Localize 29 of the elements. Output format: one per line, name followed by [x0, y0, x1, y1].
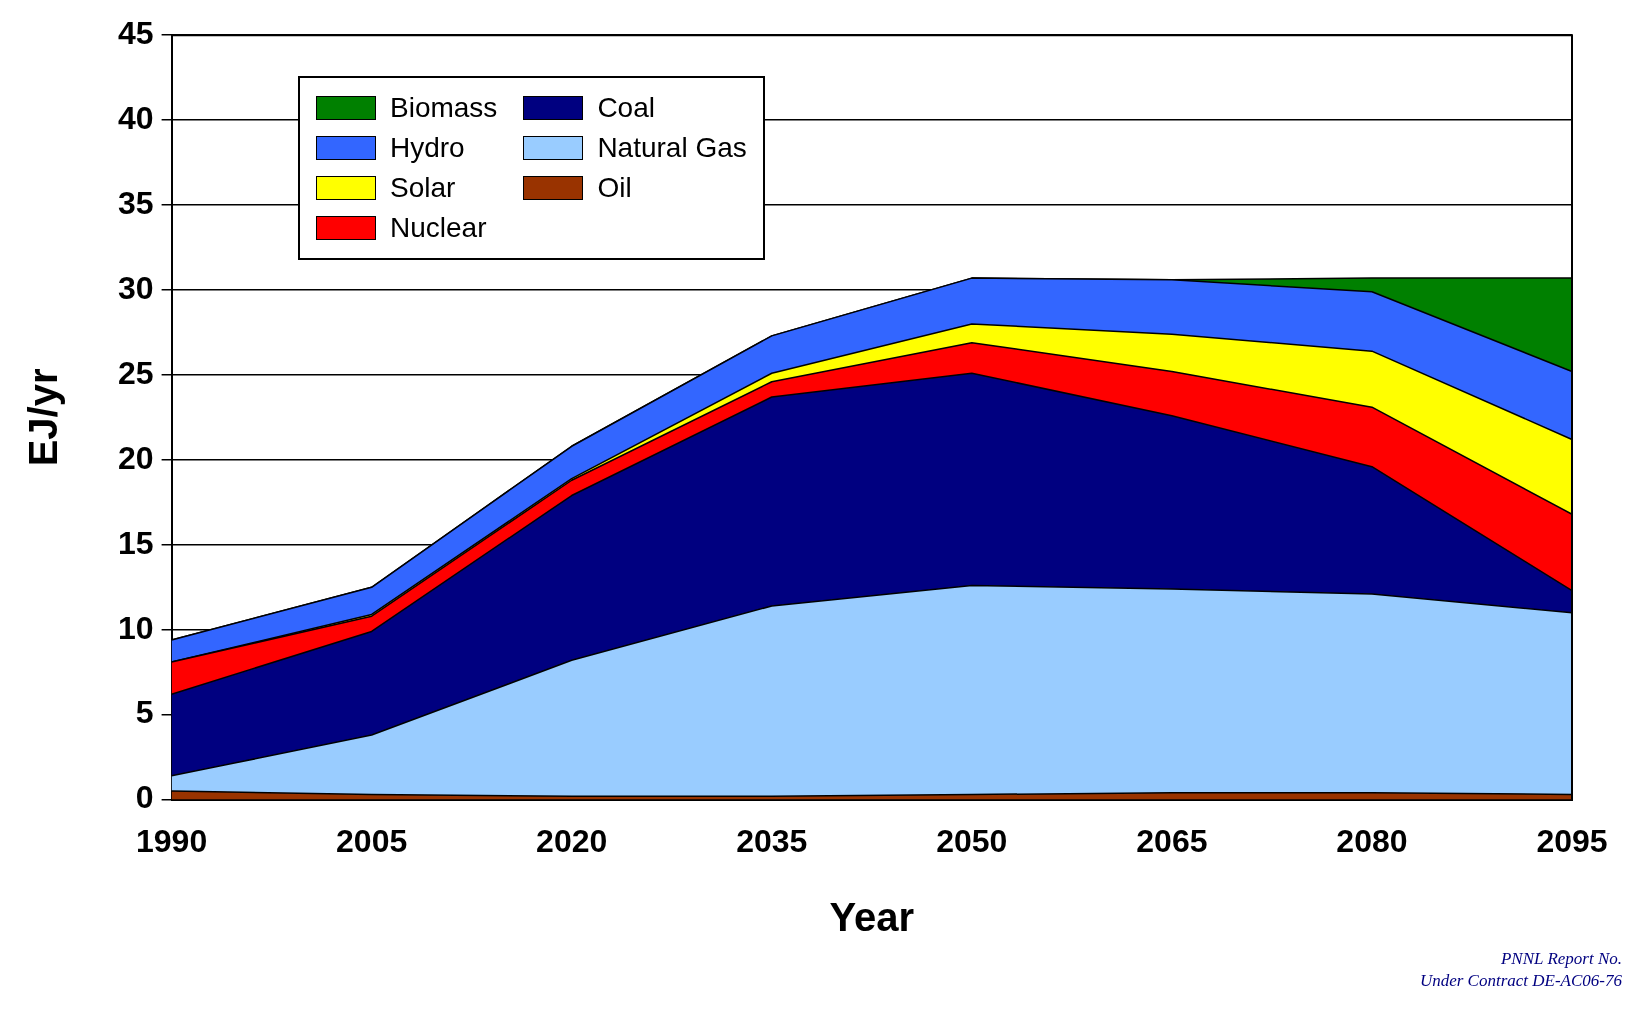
y-tick-label: 0	[135, 779, 154, 816]
text: Under Contract DE-AC06-76	[1418, 970, 1622, 992]
y-axis-title: EJ/yr	[21, 368, 66, 467]
text: PNNL Report No.	[1499, 948, 1622, 970]
y-tick-label: 45	[118, 15, 154, 52]
legend-label: Solar	[390, 172, 456, 204]
y-tick-label: 30	[118, 269, 154, 306]
y-tick-label: 10	[118, 609, 154, 646]
y-tick-label: 5	[135, 694, 154, 731]
y-tick-label: 35	[118, 184, 154, 221]
y-tick-label: 40	[118, 99, 154, 136]
x-tick-label: 2095	[1536, 822, 1608, 859]
legend-label: Oil	[597, 172, 632, 204]
x-tick-label: 2050	[936, 822, 1008, 859]
x-tick-label: 2065	[1136, 822, 1208, 859]
x-tick-label: 1990	[136, 822, 208, 859]
x-tick-label: 2035	[736, 822, 808, 859]
x-axis-title: Year	[829, 895, 915, 940]
x-tick-label: 2020	[536, 822, 608, 859]
legend-label: Nuclear	[390, 212, 487, 244]
legend-label: Hydro	[390, 132, 465, 164]
y-tick-label: 15	[118, 524, 154, 561]
x-tick-label: 2005	[336, 822, 408, 859]
legend-label: Biomass	[390, 92, 498, 124]
x-tick-label: 2080	[1336, 822, 1408, 859]
y-tick-label: 20	[118, 439, 154, 476]
y-tick-label: 25	[118, 354, 154, 391]
legend-label: Coal	[597, 92, 655, 124]
legend-label: Natural Gas	[597, 132, 747, 164]
